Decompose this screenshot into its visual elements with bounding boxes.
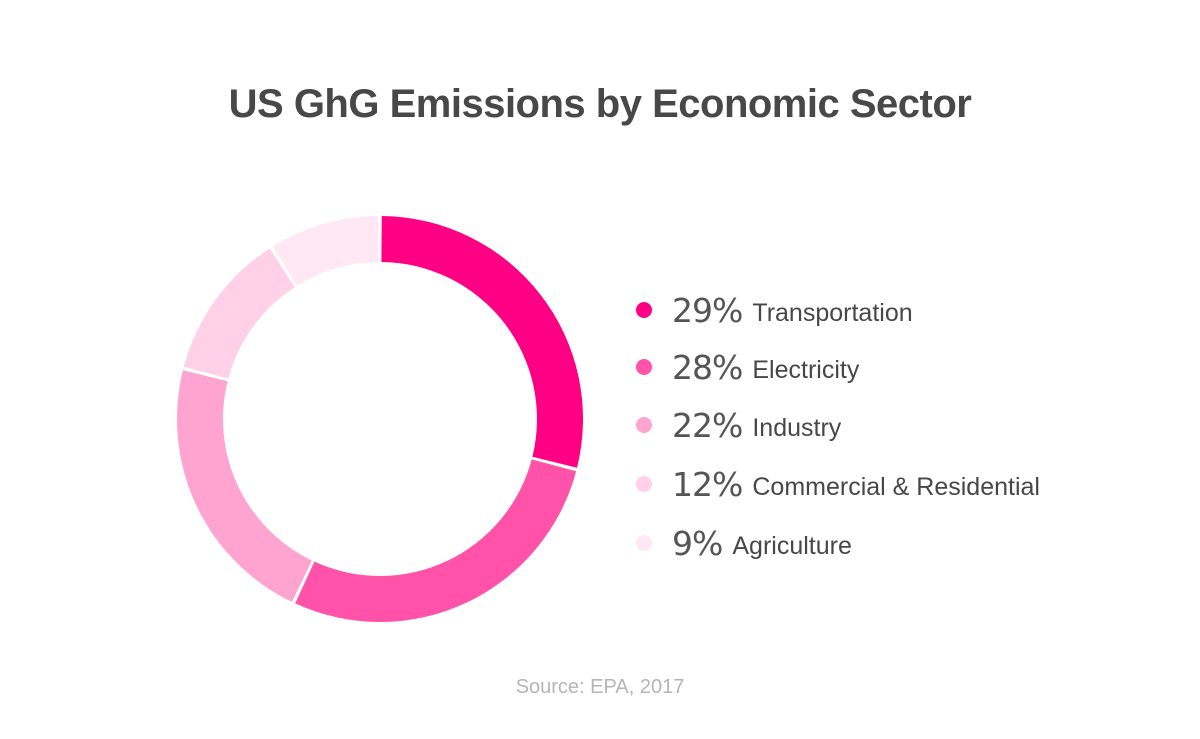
legend-dot-icon — [636, 535, 652, 551]
legend-label: Commercial & Residential — [752, 472, 1040, 501]
legend-item: 22% Industry — [636, 405, 841, 445]
legend-percent: 9% — [672, 523, 723, 563]
legend-item: 28% Electricity — [636, 347, 859, 387]
legend-percent: 22% — [672, 405, 743, 445]
legend-dot-icon — [636, 359, 652, 375]
legend-percent: 28% — [672, 347, 743, 387]
legend-label: Agriculture — [732, 531, 852, 560]
legend-label: Industry — [752, 413, 842, 442]
legend-label: Electricity — [752, 355, 860, 384]
legend-dot-icon — [636, 417, 652, 433]
legend-percent: 29% — [672, 290, 743, 330]
legend-dot-icon — [636, 302, 652, 318]
legend-item: 29% Transportation — [636, 290, 913, 330]
legend-percent: 12% — [672, 464, 743, 504]
donut-slice-electricity — [295, 459, 577, 622]
legend-item: 9% Agriculture — [636, 523, 852, 563]
donut-slice-commercial-residential — [183, 248, 295, 379]
chart-title: US GhG Emissions by Economic Sector — [228, 82, 972, 126]
donut-slice-industry — [176, 370, 312, 602]
legend-label: Transportation — [752, 298, 913, 327]
donut-slice-transportation — [381, 216, 583, 468]
source-note: Source: EPA, 2017 — [515, 676, 685, 698]
legend-dot-icon — [636, 476, 652, 492]
donut-slice-agriculture — [272, 216, 379, 286]
legend-item: 12% Commercial & Residential — [636, 464, 1040, 504]
